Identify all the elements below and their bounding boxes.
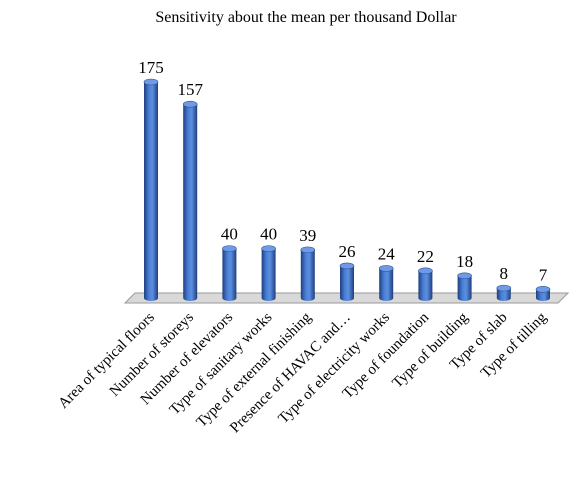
bar-top bbox=[418, 267, 433, 275]
bar-7 bbox=[378, 265, 394, 301]
bar-top bbox=[339, 262, 355, 270]
bar-9 bbox=[457, 272, 472, 301]
data-labels-layer: 175 157 40 40 39 26 24 22 18 8 7 bbox=[138, 58, 548, 284]
data-label: 7 bbox=[539, 265, 548, 284]
bar-body bbox=[457, 275, 472, 301]
bar-body bbox=[261, 248, 276, 301]
data-label: 26 bbox=[339, 242, 356, 261]
bar-body bbox=[183, 104, 198, 302]
data-label: 40 bbox=[260, 225, 277, 244]
bar-11 bbox=[535, 286, 551, 301]
bar-body bbox=[379, 268, 394, 301]
bar-top bbox=[457, 272, 472, 280]
data-label: 175 bbox=[138, 58, 164, 77]
bar-10 bbox=[496, 284, 512, 301]
chart-title: Sensitivity about the mean per thousand … bbox=[155, 9, 457, 26]
data-label: 157 bbox=[177, 80, 203, 99]
bar-top bbox=[182, 100, 198, 108]
bar-top bbox=[496, 284, 512, 292]
bar-body bbox=[300, 249, 315, 301]
bar-4 bbox=[261, 245, 276, 301]
bar-5 bbox=[300, 246, 316, 301]
data-label: 24 bbox=[378, 244, 396, 263]
bar-body bbox=[340, 265, 354, 301]
bar-8 bbox=[418, 267, 433, 301]
data-label: 40 bbox=[221, 225, 238, 244]
bar-top bbox=[300, 246, 316, 254]
bar-6 bbox=[339, 262, 355, 301]
data-label: 22 bbox=[417, 247, 434, 266]
bar-2 bbox=[182, 100, 198, 302]
bar-1 bbox=[143, 78, 159, 301]
bar-top bbox=[143, 78, 159, 86]
bar-top bbox=[535, 286, 551, 293]
bar-top bbox=[378, 265, 394, 272]
bar-body bbox=[418, 270, 433, 301]
bars-layer bbox=[143, 78, 551, 302]
data-label: 18 bbox=[456, 252, 473, 271]
bar-top bbox=[222, 245, 237, 252]
bar-3 bbox=[222, 245, 237, 301]
bar-body bbox=[144, 82, 158, 301]
data-label: 39 bbox=[299, 226, 316, 245]
bar-top bbox=[261, 245, 276, 252]
bar-body bbox=[222, 248, 237, 301]
bar-body bbox=[496, 288, 511, 301]
data-label: 8 bbox=[500, 264, 509, 283]
